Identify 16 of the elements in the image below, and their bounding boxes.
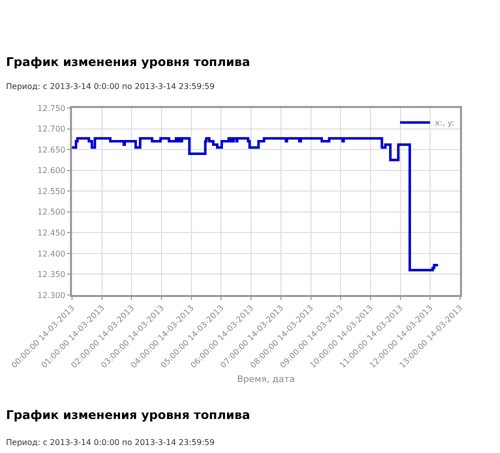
y-tick-label: 12.350 — [37, 270, 66, 280]
y-tick-label: 12.500 — [37, 208, 66, 217]
y-tick-label: 12.300 — [37, 290, 66, 300]
legend-label: x:, y: — [435, 118, 454, 128]
text: Период: с 2013-3-14 0:0:00 по 2013-3-14 23:59:59 — [6, 438, 215, 447]
y-tick-label: 12.750 — [37, 104, 66, 113]
y-tick-label: 12.600 — [37, 166, 66, 176]
y-tick-label: 12.550 — [37, 186, 66, 196]
y-tick-label: 12.650 — [37, 145, 66, 154]
text: Период: с 2013-3-14 0:0:00 по 2013-3-14 23:59:59 — [6, 82, 215, 91]
y-tick-label: 12.700 — [37, 124, 66, 134]
x-axis-title: Время, дата — [237, 375, 295, 385]
y-tick-label: 12.400 — [37, 249, 66, 258]
chart-title: График изменения уровня топлива — [6, 55, 250, 69]
text: График изменения уровня топлива — [6, 408, 250, 422]
y-tick-label: 12.450 — [37, 228, 66, 238]
